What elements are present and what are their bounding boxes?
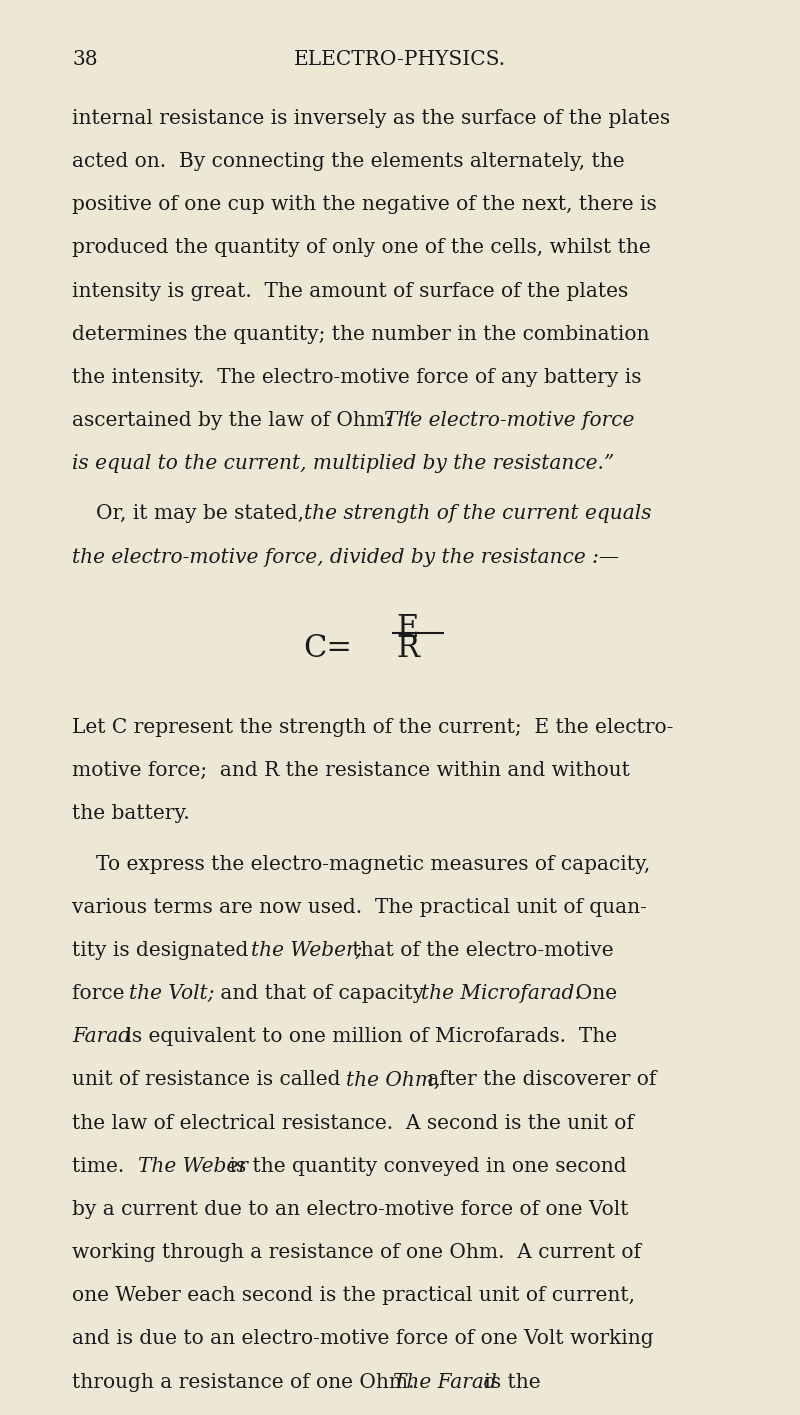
Text: the electro-motive force, divided by the resistance :—: the electro-motive force, divided by the… — [72, 548, 619, 566]
Text: positive of one cup with the negative of the next, there is: positive of one cup with the negative of… — [72, 195, 657, 214]
Text: ascertained by the law of Ohm:  “: ascertained by the law of Ohm: “ — [72, 410, 415, 430]
Text: is equivalent to one million of Microfarads.  The: is equivalent to one million of Microfar… — [119, 1027, 618, 1046]
Text: internal resistance is inversely as the surface of the plates: internal resistance is inversely as the … — [72, 109, 670, 127]
Text: various terms are now used.  The practical unit of quan-: various terms are now used. The practica… — [72, 897, 647, 917]
Text: C=: C= — [303, 633, 352, 664]
Text: Or, it may be stated,: Or, it may be stated, — [96, 504, 310, 524]
Text: R: R — [397, 633, 419, 664]
Text: Let C represent the strength of the current;  E the electro-: Let C represent the strength of the curr… — [72, 717, 674, 737]
Text: the Volt;: the Volt; — [129, 983, 214, 1003]
Text: acted on.  By connecting the elements alternately, the: acted on. By connecting the elements alt… — [72, 153, 625, 171]
Text: one Weber each second is the practical unit of current,: one Weber each second is the practical u… — [72, 1286, 635, 1305]
Text: is the: is the — [478, 1373, 541, 1391]
Text: the law of electrical resistance.  A second is the unit of: the law of electrical resistance. A seco… — [72, 1114, 634, 1132]
Text: determines the quantity; the number in the combination: determines the quantity; the number in t… — [72, 324, 650, 344]
Text: The Weber: The Weber — [138, 1156, 248, 1176]
Text: ELECTRO-PHYSICS.: ELECTRO-PHYSICS. — [294, 50, 506, 68]
Text: motive force;  and R the resistance within and without: motive force; and R the resistance withi… — [72, 761, 630, 780]
Text: after the discoverer of: after the discoverer of — [422, 1070, 657, 1090]
Text: the strength of the current equals: the strength of the current equals — [304, 504, 651, 524]
Text: To express the electro-magnetic measures of capacity,: To express the electro-magnetic measures… — [96, 855, 650, 873]
Text: working through a resistance of one Ohm.  A current of: working through a resistance of one Ohm.… — [72, 1242, 641, 1262]
Text: intensity is great.  The amount of surface of the plates: intensity is great. The amount of surfac… — [72, 282, 628, 300]
Text: the Ohm,: the Ohm, — [346, 1070, 440, 1090]
Text: Farad: Farad — [72, 1027, 131, 1046]
Text: the intensity.  The electro-motive force of any battery is: the intensity. The electro-motive force … — [72, 368, 642, 386]
Text: the battery.: the battery. — [72, 804, 190, 824]
Text: time.: time. — [72, 1156, 137, 1176]
Text: the Microfarad.: the Microfarad. — [422, 983, 581, 1003]
Text: by a current due to an electro-motive force of one Volt: by a current due to an electro-motive fo… — [72, 1200, 629, 1218]
Text: is the quantity conveyed in one second: is the quantity conveyed in one second — [223, 1156, 626, 1176]
Text: 38: 38 — [72, 50, 98, 68]
Text: the Weber;: the Weber; — [251, 941, 362, 959]
Text: The electro-motive force: The electro-motive force — [383, 410, 634, 430]
Text: The Farad: The Farad — [393, 1373, 497, 1391]
Text: and that of capacity: and that of capacity — [214, 983, 430, 1003]
Text: force: force — [72, 983, 131, 1003]
Text: that of the electro-motive: that of the electro-motive — [346, 941, 614, 959]
Text: unit of resistance is called: unit of resistance is called — [72, 1070, 347, 1090]
Text: produced the quantity of only one of the cells, whilst the: produced the quantity of only one of the… — [72, 239, 650, 258]
Text: through a resistance of one Ohm.: through a resistance of one Ohm. — [72, 1373, 427, 1391]
Text: One: One — [563, 983, 617, 1003]
Text: tity is designated: tity is designated — [72, 941, 254, 959]
Text: and is due to an electro-motive force of one Volt working: and is due to an electro-motive force of… — [72, 1329, 654, 1348]
Text: E: E — [397, 613, 419, 644]
Text: is equal to the current, multiplied by the resistance.”: is equal to the current, multiplied by t… — [72, 454, 614, 473]
